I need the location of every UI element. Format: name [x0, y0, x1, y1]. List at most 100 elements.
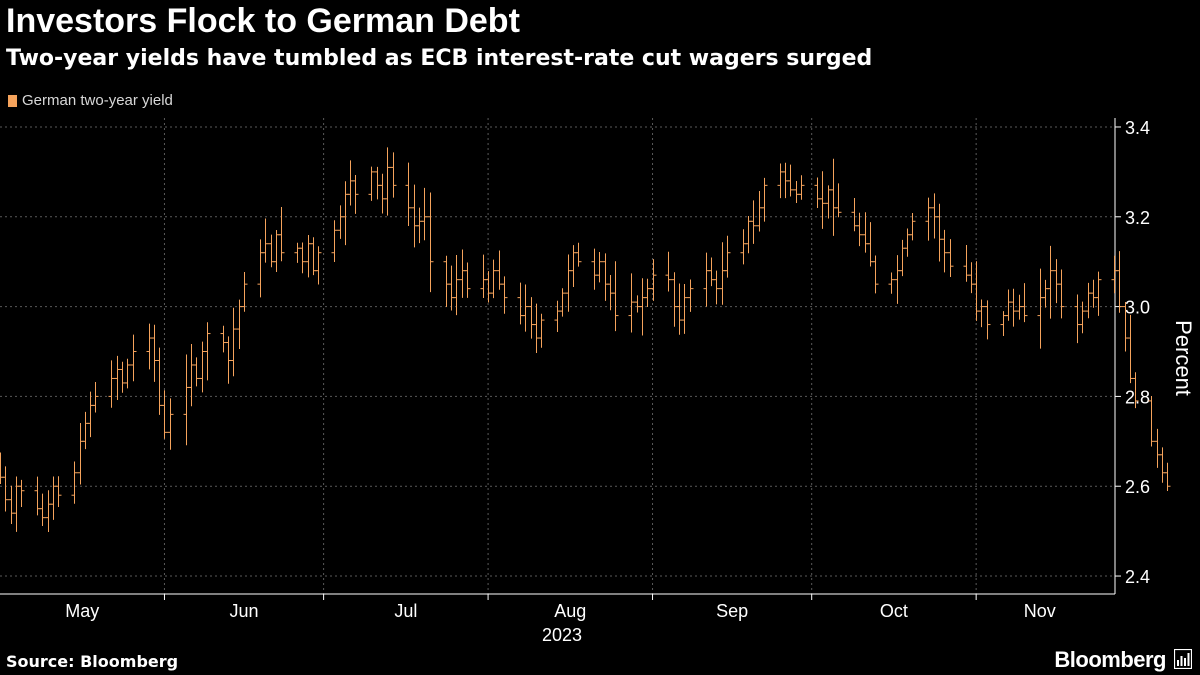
ohlc-bar	[1053, 259, 1060, 304]
ohlc-bar	[268, 234, 275, 268]
ohlc-bar	[1016, 294, 1023, 320]
bloomberg-terminal-icon	[1174, 649, 1192, 669]
ohlc-bar	[1037, 268, 1044, 349]
ohlc-bar	[257, 239, 264, 298]
ohlc-bar	[1085, 282, 1092, 319]
ohlc-bar	[522, 284, 529, 332]
ohlc-bar	[50, 476, 57, 520]
ohlc-bar	[262, 218, 269, 263]
x-tick-label: Aug	[554, 601, 586, 621]
ohlc-bar	[8, 485, 15, 524]
ohlc-bar	[899, 239, 906, 277]
ohlc-bar	[575, 242, 582, 267]
ohlc-bar	[538, 313, 545, 348]
ohlc-bar	[814, 177, 821, 209]
ohlc-bar	[904, 228, 911, 257]
ohlc-bar	[459, 249, 466, 298]
ohlc-bar	[1047, 245, 1054, 319]
ohlc-bar	[188, 343, 195, 407]
ohlc-bar	[554, 300, 561, 333]
y-tick-label: 3.0	[1125, 298, 1150, 318]
ohlc-bar	[941, 229, 948, 273]
ohlc-bar	[1127, 314, 1134, 384]
ohlc-bar	[835, 183, 842, 218]
ohlc-bar	[1042, 279, 1049, 308]
ohlc-bar	[448, 265, 455, 311]
ohlc-bar	[703, 252, 710, 307]
ohlc-bar	[1021, 283, 1028, 323]
ohlc-bar	[1079, 301, 1086, 334]
ohlc-bar	[299, 242, 306, 274]
ohlc-bar	[687, 279, 694, 312]
ohlc-bar	[793, 180, 800, 203]
ohlc-bar	[931, 193, 938, 239]
ohlc-bar	[230, 307, 237, 377]
ohlc-bar	[968, 262, 975, 294]
ohlc-bar	[199, 341, 206, 393]
ohlc-bar	[421, 187, 428, 241]
ohlc-bar	[644, 278, 651, 307]
bloomberg-logo: Bloomberg	[1054, 647, 1166, 672]
ohlc-bar	[124, 358, 131, 389]
x-tick-label: Oct	[880, 601, 908, 621]
ohlc-bar	[665, 251, 672, 292]
ohlc-bar	[856, 212, 863, 247]
y-tick-label: 3.4	[1125, 118, 1150, 138]
ohlc-bar	[1159, 447, 1166, 483]
ohlc-bar	[1111, 255, 1118, 294]
ohlc-bar	[787, 164, 794, 197]
ohlc-bar	[1164, 462, 1171, 492]
ohlc-bar	[427, 192, 434, 293]
ohlc-bar	[517, 282, 524, 325]
ohlc-bar	[756, 191, 763, 232]
ohlc-bar	[241, 271, 248, 312]
ohlc-bar	[294, 242, 301, 263]
ohlc-bar	[851, 198, 858, 232]
series-layer	[0, 147, 1171, 532]
ohlc-bar	[888, 272, 895, 294]
ohlc-bar	[305, 235, 312, 278]
ohlc-bar	[1095, 271, 1102, 316]
ohlc-bar	[464, 262, 471, 298]
axis-layer: 2.4 2.6 2.8 3.0 3.2 3.4 May Jun Jul Aug Sep Oct Nov	[0, 118, 1150, 621]
ohlc-bar	[193, 357, 200, 387]
ohlc-bar	[830, 158, 837, 236]
ohlc-bar	[565, 254, 572, 312]
ohlc-bar	[490, 259, 497, 299]
y-tick-label: 2.4	[1125, 567, 1150, 587]
ohlc-bar	[18, 479, 25, 508]
ohlc-bar	[453, 254, 460, 316]
ohlc-bar	[607, 275, 614, 311]
chart-subtitle: Two-year yields have tumbled as ECB inte…	[6, 46, 873, 71]
ohlc-bar	[119, 361, 126, 393]
ohlc-bar	[114, 355, 121, 401]
ohlc-bar	[936, 203, 943, 262]
ohlc-bar	[533, 303, 540, 353]
ohlc-bar	[612, 261, 619, 332]
x-tick-label: May	[65, 601, 99, 621]
y-tick-label: 2.6	[1125, 477, 1150, 497]
ohlc-bar	[45, 490, 52, 532]
ohlc-bar	[740, 229, 747, 265]
ohlc-bar	[724, 235, 731, 278]
ohlc-bar	[480, 254, 487, 298]
ohlc-bar	[559, 288, 566, 317]
ohlc-bar	[596, 252, 603, 283]
y-tick-label: 2.8	[1125, 387, 1150, 407]
ohlc-bar	[273, 230, 280, 272]
ohlc-bar	[719, 242, 726, 305]
ohlc-bar	[872, 255, 879, 294]
ohlc-bar	[347, 160, 354, 206]
ohlc-bar	[82, 411, 89, 450]
ohlc-bar	[352, 175, 359, 214]
y-axis-label: Percent	[1171, 320, 1196, 396]
ohlc-bar	[405, 162, 412, 226]
ohlc-bar	[92, 381, 99, 413]
ohlc-bar	[862, 212, 869, 253]
x-tick-label: Nov	[1024, 601, 1056, 621]
ohlc-bar	[1132, 372, 1139, 409]
ohlc-bar	[973, 261, 980, 321]
ohlc-bar	[639, 278, 646, 336]
ohlc-bar	[798, 175, 805, 200]
